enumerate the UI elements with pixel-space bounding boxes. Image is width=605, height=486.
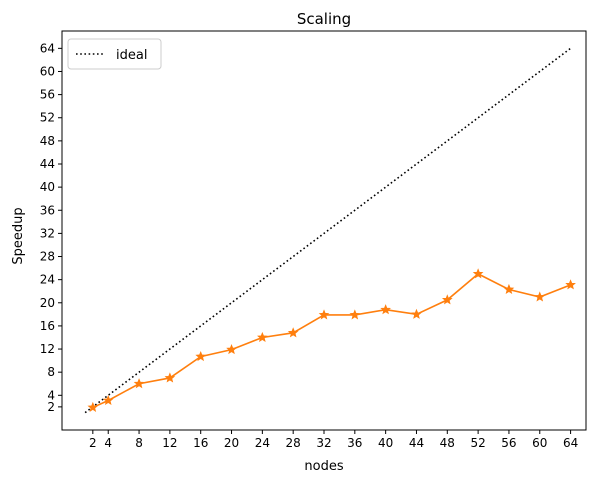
data-point — [565, 279, 576, 290]
data-point — [411, 308, 422, 319]
legend-entry-label: ideal — [116, 48, 147, 63]
y-tick-label: 56 — [40, 88, 55, 102]
y-tick-label: 36 — [40, 203, 55, 217]
legend: ideal — [67, 38, 162, 70]
measured-series-line — [92, 272, 571, 409]
x-tick-label: 44 — [409, 436, 424, 450]
data-point — [102, 394, 114, 406]
y-tick-label: 16 — [40, 319, 55, 333]
y-tick-label: 8 — [47, 365, 55, 379]
x-tick-label: 2 — [89, 436, 97, 450]
y-tick-label: 40 — [40, 180, 55, 194]
data-point — [441, 294, 453, 305]
x-tick-label: 4 — [104, 436, 112, 450]
y-tick-label: 24 — [40, 273, 55, 287]
x-tick-label: 20 — [224, 436, 239, 450]
data-point — [133, 378, 145, 389]
y-tick-label: 2 — [47, 400, 55, 414]
x-tick-label: 40 — [378, 436, 393, 450]
data-point — [164, 372, 176, 383]
y-tick-label: 4 — [47, 388, 55, 402]
data-point — [472, 268, 484, 279]
x-tick-label: 28 — [286, 436, 301, 450]
x-tick-label: 64 — [563, 436, 578, 450]
x-tick-label: 32 — [316, 436, 331, 450]
y-tick-label: 32 — [40, 226, 55, 240]
series-layer — [84, 47, 576, 414]
y-tick-label: 60 — [40, 64, 55, 78]
x-axis-ticks: 2 4 8 12 16 20 24 28 32 36 40 44 48 52 56 60 64 — [89, 430, 578, 450]
x-tick-label: 8 — [135, 436, 143, 450]
y-tick-label: 64 — [40, 41, 55, 55]
y-axis-label: Speedup — [11, 207, 26, 264]
y-tick-label: 52 — [40, 111, 55, 125]
x-tick-label: 36 — [347, 436, 362, 450]
y-tick-label: 12 — [40, 342, 55, 356]
x-tick-label: 48 — [440, 436, 455, 450]
data-point — [257, 331, 268, 343]
data-point — [503, 283, 515, 295]
y-tick-label: 20 — [40, 296, 55, 310]
x-tick-label: 24 — [255, 436, 270, 450]
data-point — [349, 309, 361, 320]
data-point — [226, 344, 237, 355]
x-axis-label: nodes — [304, 459, 343, 474]
x-tick-label: 52 — [470, 436, 485, 450]
y-tick-label: 44 — [40, 157, 55, 171]
data-point — [87, 401, 99, 412]
x-tick-label: 56 — [501, 436, 516, 450]
x-tick-label: 12 — [162, 436, 177, 450]
data-point — [318, 309, 330, 320]
data-point — [287, 327, 299, 338]
legend-box — [67, 38, 162, 70]
plot-area — [61, 30, 587, 431]
data-point — [534, 291, 546, 302]
y-tick-label: 28 — [40, 250, 55, 264]
y-tick-label: 48 — [40, 134, 55, 148]
plot-frame — [61, 30, 587, 431]
ideal-series-line — [84, 47, 572, 414]
chart-title: Scaling — [297, 10, 351, 28]
x-tick-label: 60 — [532, 436, 547, 450]
data-point — [195, 350, 207, 362]
data-point — [380, 304, 391, 315]
x-tick-label: 16 — [193, 436, 208, 450]
